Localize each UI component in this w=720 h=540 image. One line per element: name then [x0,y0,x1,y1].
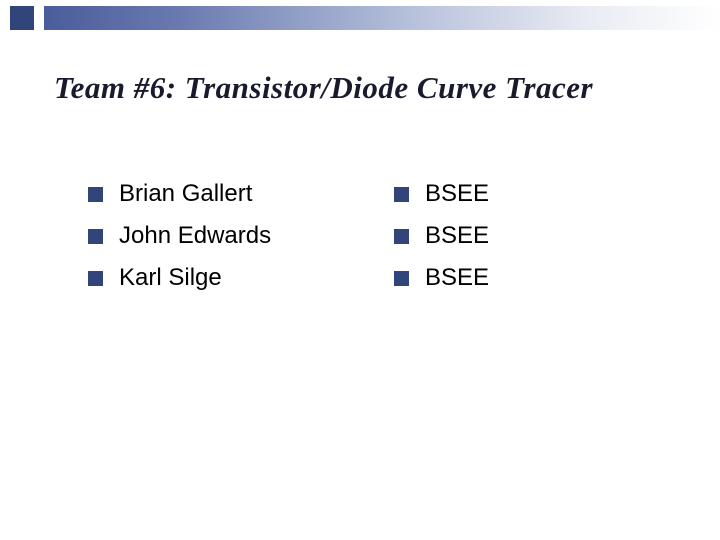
gradient-band [44,6,720,30]
slide-title: Team #6: Transistor/Diode Curve Tracer [54,70,680,106]
list-item-label: BSEE [425,222,489,250]
list-item-label: BSEE [425,264,489,292]
list-item: BSEE [394,222,680,250]
content-area: Brian Gallert John Edwards Karl Silge BS… [88,180,680,306]
bullet-icon [88,271,103,286]
list-item: Brian Gallert [88,180,374,208]
top-bar [0,0,720,36]
bullet-icon [394,229,409,244]
list-item: BSEE [394,180,680,208]
list-item: John Edwards [88,222,374,250]
list-item: Karl Silge [88,264,374,292]
bullet-icon [88,229,103,244]
right-column: BSEE BSEE BSEE [394,180,680,306]
list-item: BSEE [394,264,680,292]
list-item-label: Karl Silge [119,264,222,292]
bullet-icon [394,271,409,286]
bullet-icon [88,187,103,202]
list-item-label: Brian Gallert [119,180,252,208]
bullet-icon [394,187,409,202]
list-item-label: John Edwards [119,222,271,250]
list-item-label: BSEE [425,180,489,208]
left-column: Brian Gallert John Edwards Karl Silge [88,180,374,306]
corner-accent-square [10,6,34,30]
